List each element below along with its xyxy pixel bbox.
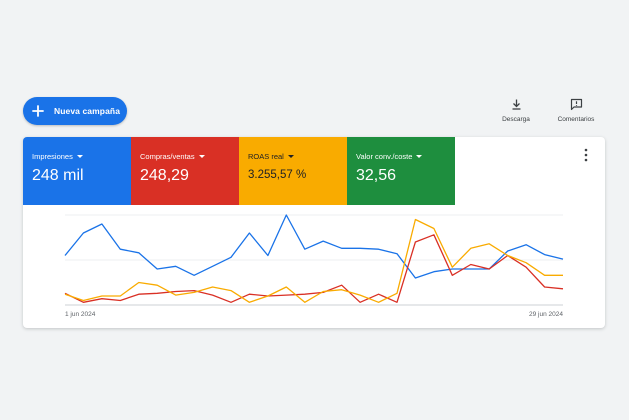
- performance-card: Impresiones 248 mil Compras/ventas 248,2…: [23, 137, 605, 328]
- series-line-2: [64, 234, 564, 303]
- download-label: Descarga: [502, 116, 530, 123]
- metric-name-text: Impresiones: [32, 152, 73, 161]
- download-button[interactable]: Descarga: [497, 98, 535, 123]
- metric-name: Valor conv./coste: [356, 152, 455, 161]
- metric-name-text: Compras/ventas: [140, 152, 195, 161]
- metric-value: 248,29: [140, 167, 189, 184]
- metric-name: Impresiones: [32, 152, 131, 161]
- metric-name: Compras/ventas: [140, 152, 239, 161]
- caret-down-icon: [76, 155, 83, 158]
- x-axis-end-label: 29 jun 2024: [529, 311, 563, 318]
- series-line-3: [64, 218, 563, 303]
- x-axis-start-label: 1 jun 2024: [65, 311, 96, 318]
- chart-grid: [65, 214, 563, 306]
- caret-down-icon: [198, 155, 205, 158]
- metric-tile-roas[interactable]: ROAS real 3.255,57 %: [239, 137, 347, 205]
- comments-label: Comentarios: [557, 116, 595, 123]
- metric-tile-conv-value-cost[interactable]: Valor conv./coste 32,56: [347, 137, 455, 205]
- metric-tiles: Impresiones 248 mil Compras/ventas 248,2…: [23, 137, 455, 205]
- metric-name: ROAS real: [248, 152, 347, 161]
- caret-down-icon: [416, 155, 423, 158]
- more-vert-icon[interactable]: [581, 147, 591, 163]
- new-campaign-button[interactable]: Nueva campaña: [23, 97, 127, 125]
- new-campaign-label: Nueva campaña: [54, 106, 121, 116]
- plus-icon: [32, 105, 44, 117]
- metric-name-text: ROAS real: [248, 152, 284, 161]
- chart-series: [64, 214, 564, 303]
- feedback-icon: [570, 98, 582, 111]
- metric-value: 3.255,57 %: [248, 169, 307, 181]
- performance-chart: 1 jun 2024 29 jun 2024: [64, 214, 564, 318]
- download-icon: [512, 99, 520, 110]
- series-line-1: [64, 214, 564, 279]
- comments-button[interactable]: Comentarios: [553, 98, 599, 123]
- metric-tile-impressions[interactable]: Impresiones 248 mil: [23, 137, 131, 205]
- metric-value: 32,56: [356, 167, 397, 184]
- metric-tile-purchases[interactable]: Compras/ventas 248,29: [131, 137, 239, 205]
- caret-down-icon: [287, 155, 294, 158]
- metric-value: 248 mil: [32, 167, 84, 184]
- metric-name-text: Valor conv./coste: [356, 152, 413, 161]
